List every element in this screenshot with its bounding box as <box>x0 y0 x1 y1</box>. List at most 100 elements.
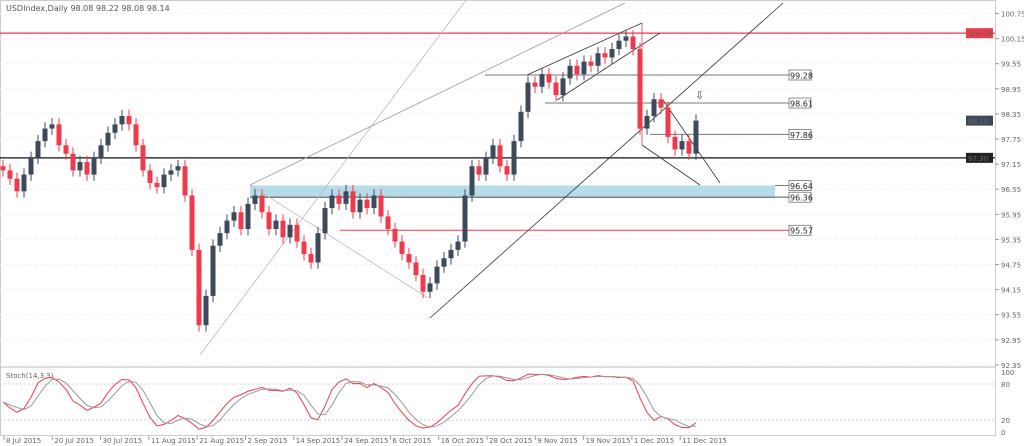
x-tick-label: 30 Jul 2015 <box>103 437 143 445</box>
candle-body <box>469 166 475 196</box>
y-tick-label: 98.35 <box>1001 111 1021 119</box>
candle-body <box>259 195 265 213</box>
candle-body <box>441 258 447 267</box>
current-price-tag-label: 98.19 <box>968 118 988 126</box>
candle-body <box>322 208 328 234</box>
x-tick-label: 2 Sep 2015 <box>248 437 288 445</box>
candle-body <box>294 224 300 242</box>
candle-body <box>497 145 503 167</box>
y-tick-label: 92.35 <box>1001 362 1021 370</box>
y-tick-label: 99.55 <box>1001 61 1021 69</box>
candle-body <box>504 166 510 175</box>
candle-body <box>616 40 622 50</box>
y-tick-label: 100.15 <box>1001 36 1024 44</box>
x-tick-label: 6 Oct 2015 <box>392 437 431 445</box>
candle-body <box>196 249 202 326</box>
candle-body <box>693 120 699 154</box>
candle-body <box>308 254 314 263</box>
candle-body <box>224 220 230 234</box>
candle-body <box>56 124 62 146</box>
trend-line <box>526 22 643 76</box>
level-label-box <box>788 180 812 191</box>
indicator-label: Stoch(14,3,3) <box>6 372 54 380</box>
level-label-box <box>788 129 812 140</box>
x-tick-label: 11 Dec 2015 <box>682 437 727 445</box>
plot-frame <box>0 0 996 436</box>
candle-body <box>301 241 307 255</box>
candle-body <box>231 212 237 221</box>
candle-body <box>140 145 146 171</box>
candle-body <box>21 174 27 192</box>
candle-body <box>84 162 90 175</box>
candle-body <box>511 141 517 175</box>
y-tick-label: 94.75 <box>1001 262 1021 270</box>
support-price-tag-label: 97.30 <box>968 155 988 163</box>
stoch-scale-label: 0 <box>1001 429 1005 437</box>
candle-body <box>49 124 55 129</box>
candle-body <box>189 195 195 250</box>
trend-line <box>556 32 661 101</box>
candle-body <box>490 145 496 158</box>
candle-body <box>175 166 181 171</box>
candle-body <box>658 99 664 108</box>
candle-body <box>7 170 13 179</box>
candle-body <box>14 178 20 192</box>
trend-line <box>641 144 701 186</box>
candle-body <box>35 141 41 158</box>
candle-body <box>154 182 160 188</box>
x-tick-label: 21 Aug 2015 <box>199 437 244 445</box>
x-tick-label: 9 Nov 2015 <box>537 437 577 445</box>
x-tick-label: 19 Nov 2015 <box>586 437 631 445</box>
y-tick-label: 95.95 <box>1001 211 1021 219</box>
y-tick-label: 97.75 <box>1001 136 1021 144</box>
candle-body <box>217 233 223 246</box>
candle-body <box>280 220 286 238</box>
candle-body <box>476 166 482 175</box>
x-tick-label: 1 Dec 2015 <box>634 437 674 445</box>
candle-body <box>238 212 244 229</box>
candle-body <box>161 174 167 188</box>
candle-body <box>665 107 671 137</box>
candle-body <box>525 82 531 112</box>
candle-body <box>0 166 6 171</box>
candle-body <box>679 141 685 150</box>
candle-body <box>91 157 97 175</box>
candle-body <box>532 82 538 87</box>
candle-body <box>385 216 391 229</box>
stoch-level-label: 80 <box>1001 381 1010 389</box>
candle-body <box>266 212 272 229</box>
candle-body <box>42 128 48 142</box>
y-tick-label: 92.95 <box>1001 337 1021 345</box>
candle-body <box>133 124 139 146</box>
candle-body <box>574 65 580 75</box>
current-price-tag <box>966 115 993 126</box>
candle-body <box>364 199 370 209</box>
candle-body <box>420 275 426 292</box>
candle-body <box>630 36 636 50</box>
trend-line <box>429 2 784 319</box>
candle-body <box>63 145 69 154</box>
stoch-main-line <box>2 373 697 430</box>
y-tick-label: 93.55 <box>1001 312 1021 320</box>
level-label: 98.61 <box>790 100 813 109</box>
candle-body <box>462 195 468 242</box>
candle-body <box>70 153 76 171</box>
candle-body <box>595 53 601 66</box>
x-tick-label: 11 Aug 2015 <box>151 437 196 445</box>
candle-body <box>210 245 216 296</box>
candle-body <box>329 195 335 209</box>
candle-body <box>567 65 573 79</box>
candle-body <box>609 49 615 58</box>
candle-body <box>336 195 342 204</box>
stoch-level-label: 20 <box>1001 417 1010 425</box>
y-tick-label: 97.15 <box>1001 161 1021 169</box>
candle-body <box>252 195 258 204</box>
candle-body <box>602 53 608 58</box>
candle-body <box>413 262 419 275</box>
y-tick-label: 94.15 <box>1001 287 1021 295</box>
candle-body <box>147 170 153 183</box>
candle-body <box>637 49 643 129</box>
candle-body <box>168 170 174 175</box>
candle-body <box>546 74 552 83</box>
